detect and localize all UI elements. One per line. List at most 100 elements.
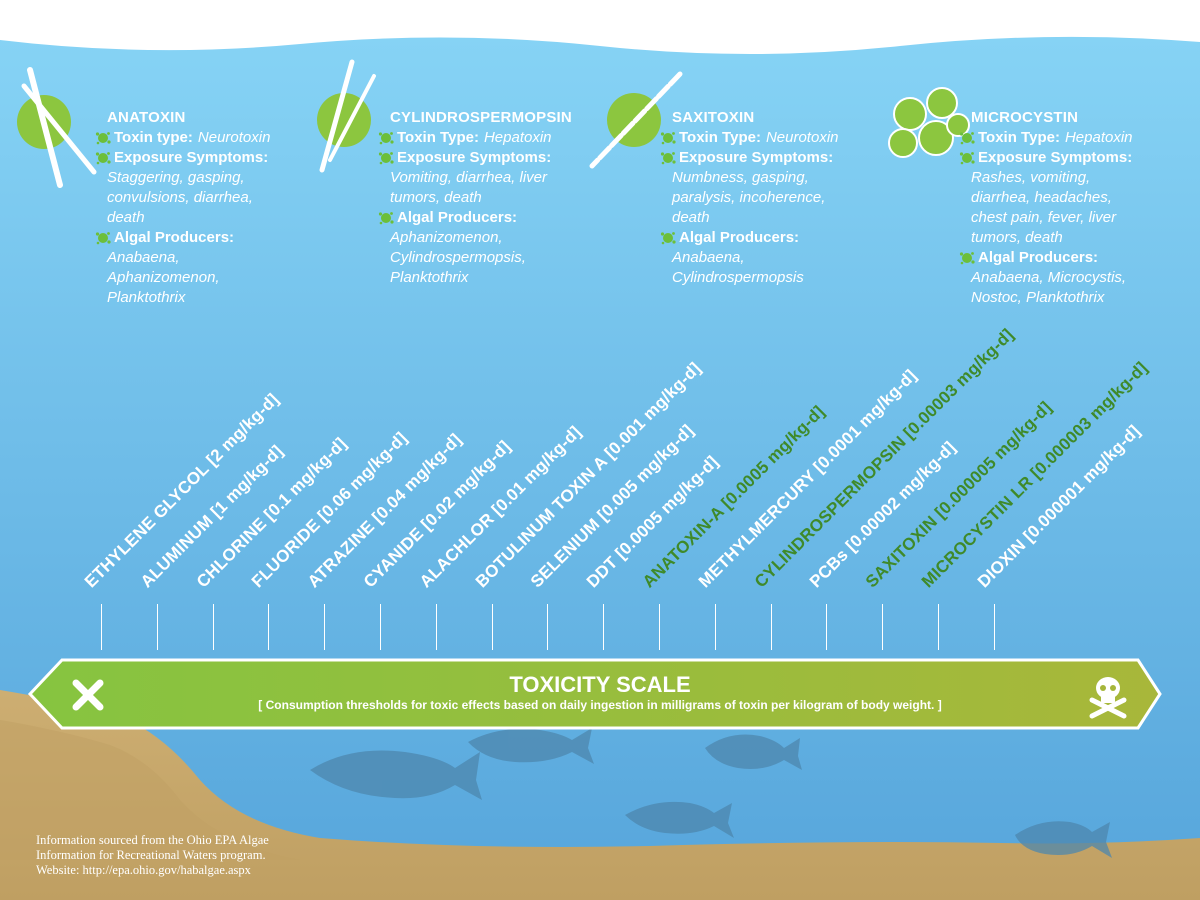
producers-heading-row: Algal Producers: — [95, 228, 317, 248]
scale-tick — [324, 604, 325, 650]
symptom-line: convulsions, diarrhea, — [107, 189, 253, 206]
algae-splat-icon — [959, 150, 975, 166]
card-title: SAXITOXIN — [672, 109, 755, 126]
symptoms-heading-row: Exposure Symptoms: — [959, 148, 1181, 168]
producer-line: Anabaena, — [672, 249, 745, 266]
sand-shadow — [0, 720, 300, 860]
algae-splat-icon — [660, 130, 676, 146]
algae-splat-icon — [378, 210, 394, 226]
symptom-line: death — [107, 209, 145, 226]
producers-label: Algal Producers: — [679, 229, 800, 246]
symptoms-heading-row: Exposure Symptoms: — [660, 148, 882, 168]
symptom-line: Staggering, gasping, — [107, 169, 245, 186]
toxin-card: SAXITOXIN Toxin Type: Neurotoxin Exposure S… — [660, 108, 882, 288]
scale-tick — [436, 604, 437, 650]
producers-label: Algal Producers: — [397, 209, 518, 226]
skull-crossbones-icon — [1089, 677, 1127, 719]
producer-line: Planktothrix — [390, 269, 469, 286]
producers-heading-row: Algal Producers: — [959, 248, 1181, 268]
saxitoxin-illustration — [589, 71, 683, 169]
fish-5 — [1015, 821, 1112, 858]
microcystin-illustration — [888, 87, 970, 158]
producers-heading-row: Algal Producers: — [660, 228, 882, 248]
toxin-type-row: Toxin type: Neurotoxin — [95, 128, 317, 148]
source-line: Information for Recreational Waters prog… — [36, 848, 266, 862]
symptom-line: Numbness, gasping, — [672, 169, 809, 186]
scale-tick — [101, 604, 102, 650]
source-line: Information sourced from the Ohio EPA Al… — [36, 833, 269, 847]
toxicity-scale-bar — [27, 658, 1162, 730]
sand-floor — [0, 690, 1200, 900]
symptom-line: diarrhea, headaches, — [971, 189, 1112, 206]
symptom-line: Vomiting, diarrhea, liver — [390, 169, 548, 186]
fish-2 — [468, 728, 594, 764]
scale-tick — [603, 604, 604, 650]
scale-tick — [492, 604, 493, 650]
scale-tick — [213, 604, 214, 650]
scale-tick — [771, 604, 772, 650]
fish-1 — [310, 750, 482, 800]
cylindrospermopsin-illustration — [317, 59, 376, 173]
algae-splat-icon — [660, 150, 676, 166]
scale-tick — [994, 604, 995, 650]
x-icon — [72, 679, 104, 711]
scale-tick — [882, 604, 883, 650]
scale-tick — [715, 604, 716, 650]
symptoms-heading-row: Exposure Symptoms: — [378, 148, 600, 168]
toxin-type-row: Toxin Type: Neurotoxin — [660, 128, 882, 148]
toxin-type-row: Toxin Type: Hepatoxin — [378, 128, 600, 148]
algae-splat-icon — [378, 130, 394, 146]
toxin-card: MICROCYSTIN Toxin Type: Hepatoxin Exposure … — [959, 108, 1181, 308]
algae-splat-icon — [95, 230, 111, 246]
toxin-card: ANATOXIN Toxin type: Neurotoxin Exposure Sy… — [95, 108, 317, 308]
toxicity-scale-subtitle: [ Consumption thresholds for toxic effec… — [258, 698, 942, 712]
producer-line: Cylindrospermopsis — [672, 269, 804, 286]
symptom-line: tumors, death — [971, 229, 1063, 246]
toxin-type-value: Hepatoxin — [483, 129, 552, 146]
producers-heading-row: Algal Producers: — [378, 208, 600, 228]
producer-line: Aphanizomenon, — [390, 229, 503, 246]
card-title: CYLINDROSPERMOPSIN — [390, 109, 572, 126]
symptom-line: paralysis, incoherence, — [672, 189, 826, 206]
source-line: Website: http://epa.ohio.gov/habalgae.as… — [36, 863, 251, 877]
algae-splat-icon — [959, 130, 975, 146]
symptom-line: chest pain, fever, liver — [971, 209, 1117, 226]
producer-line: Aphanizomenon, — [107, 269, 220, 286]
symptoms-label: Exposure Symptoms: — [397, 149, 552, 166]
producer-line: Planktothrix — [107, 289, 186, 306]
producers-label: Algal Producers: — [114, 229, 235, 246]
symptom-line: death — [672, 209, 710, 226]
scale-tick — [157, 604, 158, 650]
symptoms-label: Exposure Symptoms: — [679, 149, 834, 166]
symptoms-heading-row: Exposure Symptoms: — [95, 148, 317, 168]
toxin-type-label: Toxin type: — [114, 129, 193, 146]
card-title: ANATOXIN — [107, 109, 186, 126]
source-note: Information sourced from the Ohio EPA Al… — [36, 833, 269, 878]
card-title: MICROCYSTIN — [971, 109, 1079, 126]
producer-line: Anabaena, Microcystis, — [971, 269, 1127, 286]
toxin-type-value: Hepatoxin — [1064, 129, 1133, 146]
scale-tick — [826, 604, 827, 650]
algae-splat-icon — [378, 150, 394, 166]
algae-splat-icon — [95, 150, 111, 166]
anatoxin-illustration — [17, 67, 97, 188]
toxin-type-label: Toxin Type: — [679, 129, 761, 146]
algae-splat-icon — [95, 130, 111, 146]
producer-line: Cylindrospermopsis, — [390, 249, 526, 266]
toxin-type-value: Neurotoxin — [765, 129, 839, 146]
toxin-type-label: Toxin Type: — [978, 129, 1060, 146]
fish-3 — [705, 734, 802, 770]
toxin-type-value: Neurotoxin — [197, 129, 271, 146]
algae-splat-icon — [959, 250, 975, 266]
producers-label: Algal Producers: — [978, 249, 1099, 266]
toxin-type-label: Toxin Type: — [397, 129, 479, 146]
scale-tick — [659, 604, 660, 650]
scale-tick — [268, 604, 269, 650]
symptom-line: Rashes, vomiting, — [971, 169, 1091, 186]
scale-tick — [938, 604, 939, 650]
toxicity-scale-title: TOXICITY SCALE — [509, 672, 691, 697]
toxin-card: CYLINDROSPERMOPSIN Toxin Type: Hepatoxin Ex… — [378, 108, 600, 288]
scale-tick — [380, 604, 381, 650]
producer-line: Nostoc, Planktothrix — [971, 289, 1105, 306]
